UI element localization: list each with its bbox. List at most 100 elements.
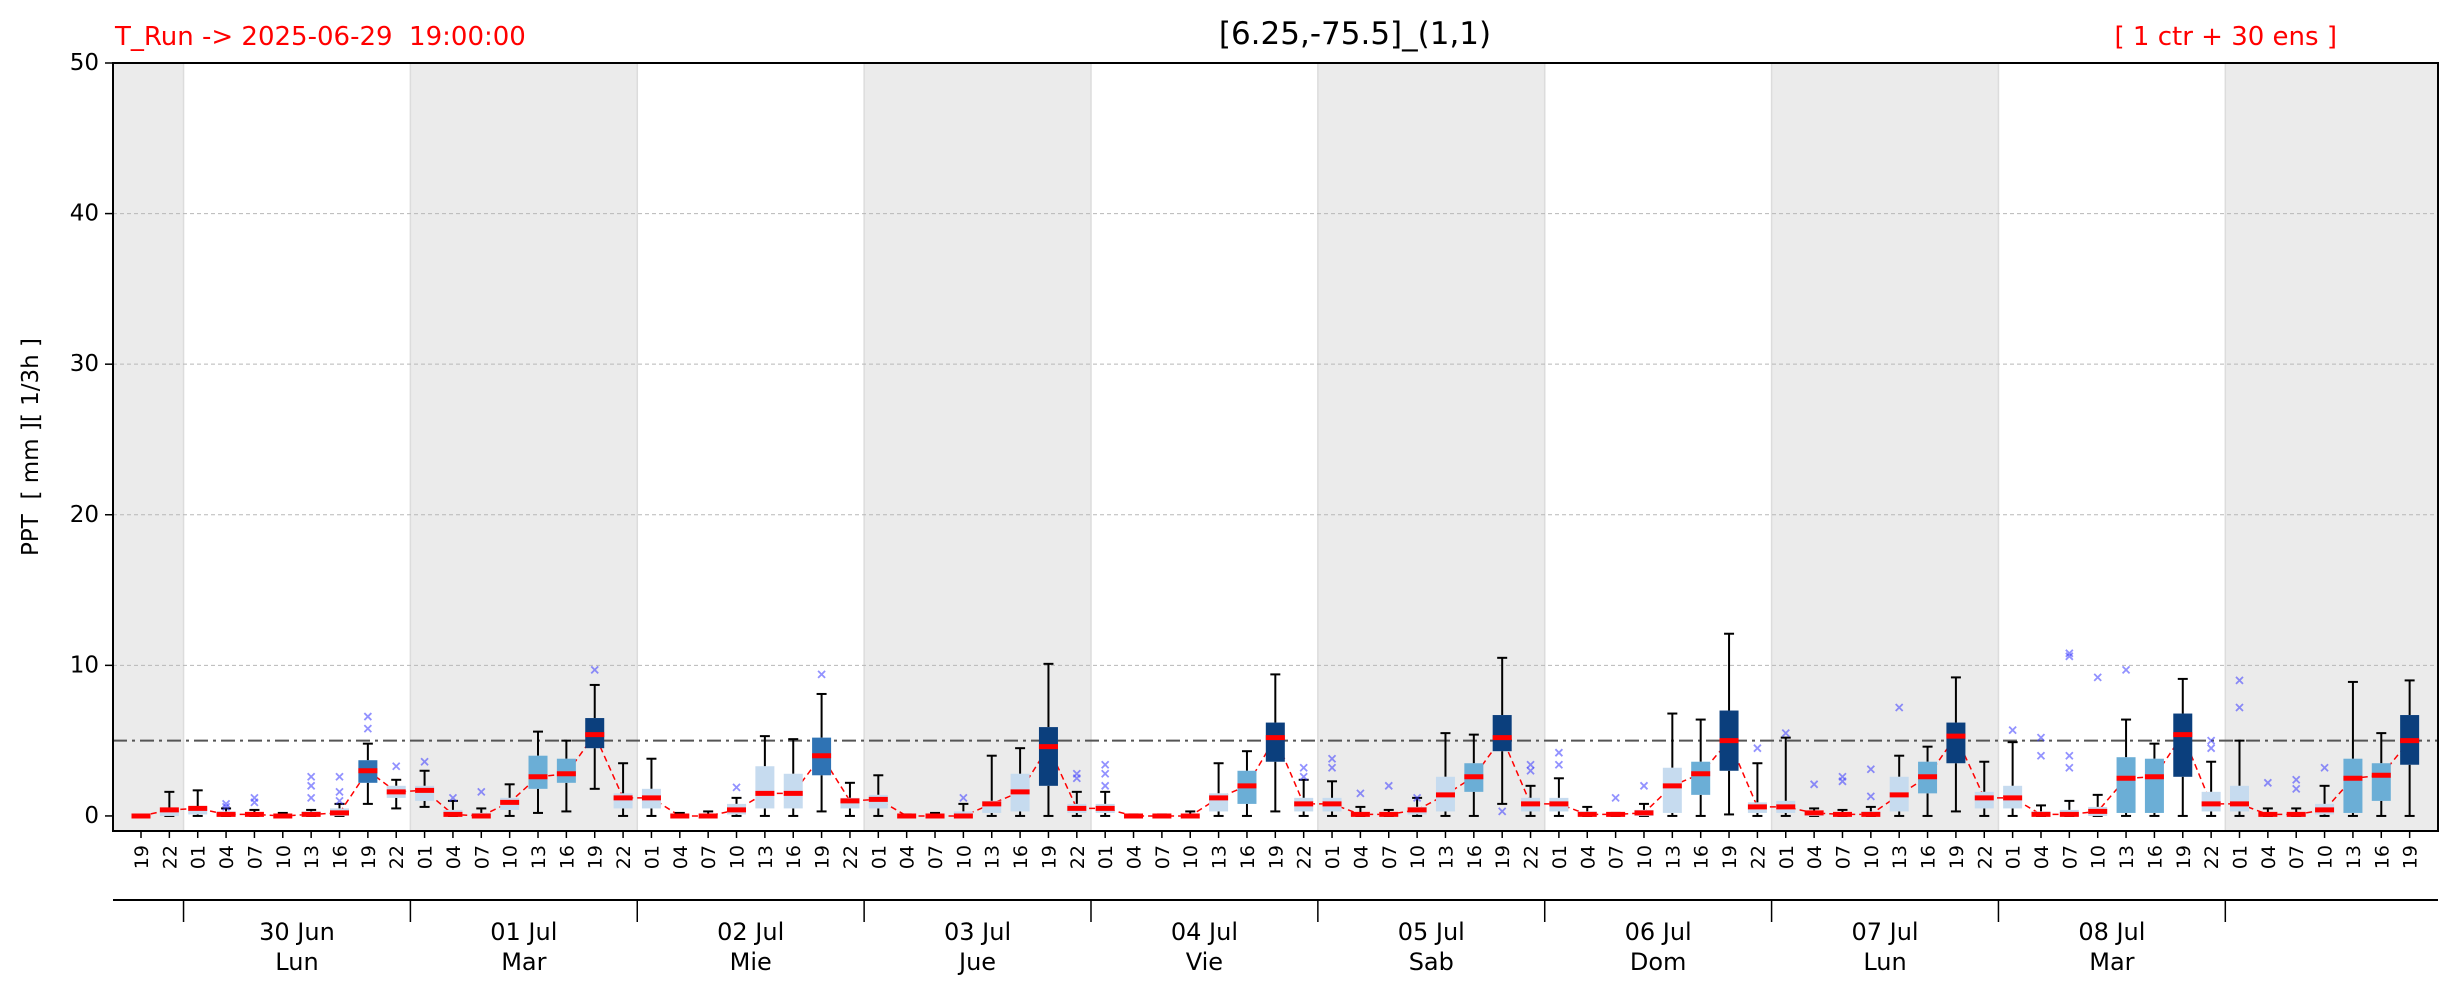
outlier bbox=[363, 724, 373, 733]
day-date: 06 Jul bbox=[1625, 918, 1692, 946]
outlier bbox=[1895, 703, 1904, 712]
box bbox=[2343, 758, 2363, 813]
x-tick-label: 16 bbox=[1464, 845, 1486, 869]
outlier bbox=[1101, 760, 1110, 769]
x-tick-label: 01 bbox=[415, 845, 437, 869]
night-shade bbox=[2225, 63, 2438, 831]
outlier bbox=[335, 796, 344, 806]
outlier bbox=[1356, 789, 1365, 798]
outlier bbox=[1299, 772, 1308, 781]
outlier bbox=[590, 665, 599, 675]
x-tick-label: 16 bbox=[1010, 845, 1032, 869]
x-tick-label: 16 bbox=[330, 845, 352, 869]
x-tick-label: 07 bbox=[1379, 845, 1401, 869]
x-tick-label: 13 bbox=[755, 845, 777, 869]
outlier bbox=[2093, 673, 2102, 682]
x-tick-label: 13 bbox=[1889, 845, 1911, 869]
outlier bbox=[1639, 781, 1649, 790]
x-tick-label: 22 bbox=[386, 845, 408, 869]
x-tick-label: 01 bbox=[1095, 845, 1117, 869]
outlier bbox=[2036, 751, 2046, 760]
day-weekday: Jue bbox=[957, 948, 996, 976]
box bbox=[1946, 722, 1966, 764]
x-tick-label: 22 bbox=[840, 845, 862, 869]
x-tick-label: 10 bbox=[273, 845, 295, 869]
x-tick-label: 19 bbox=[1492, 845, 1514, 869]
x-tick-label: 19 bbox=[2400, 845, 2422, 869]
day-date: 30 Jun bbox=[259, 918, 335, 946]
outlier bbox=[2207, 744, 2216, 753]
x-tick-label: 10 bbox=[727, 845, 749, 869]
x-tick-label: 13 bbox=[1209, 845, 1231, 869]
outlier bbox=[1866, 792, 1875, 801]
outlier bbox=[250, 798, 259, 807]
box bbox=[1038, 727, 1058, 786]
outlier bbox=[2320, 763, 2329, 772]
outlier bbox=[1526, 766, 1535, 775]
y-axis-label: PPT [ mm ][ 1/3h ] bbox=[18, 338, 44, 556]
x-tick-label: 16 bbox=[2144, 845, 2166, 869]
x-tick-label: 16 bbox=[783, 845, 805, 869]
x-tick-label: 19 bbox=[812, 845, 834, 869]
outlier bbox=[1554, 748, 1564, 757]
x-tick-label: 22 bbox=[1747, 845, 1769, 869]
x-tick-label: 10 bbox=[1180, 845, 1202, 869]
outlier bbox=[2235, 676, 2244, 685]
box bbox=[1662, 767, 1682, 813]
box bbox=[2144, 758, 2164, 813]
x-tick-label: 16 bbox=[1237, 845, 1259, 869]
outlier bbox=[2036, 733, 2046, 742]
day-weekday: Sab bbox=[1409, 948, 1454, 976]
y-tick-label: 0 bbox=[84, 803, 99, 829]
day-date: 01 Jul bbox=[490, 918, 557, 946]
y-tick-label: 50 bbox=[70, 50, 99, 76]
x-tick-label: 16 bbox=[2371, 845, 2393, 869]
run-annotation: T_Run -> 2025-06-29 19:00:00 bbox=[114, 22, 526, 52]
outlier bbox=[2008, 725, 2017, 735]
outlier bbox=[732, 783, 741, 792]
day-date: 03 Jul bbox=[944, 918, 1011, 946]
outlier bbox=[2235, 703, 2244, 712]
x-tick-label: 04 bbox=[897, 845, 919, 869]
day-date: 07 Jul bbox=[1851, 918, 1918, 946]
day-weekday: Vie bbox=[1186, 948, 1223, 976]
x-tick-label: 19 bbox=[585, 845, 607, 869]
outlier bbox=[477, 787, 486, 796]
outlier bbox=[420, 757, 429, 766]
x-tick-label: 22 bbox=[2201, 845, 2223, 869]
outlier bbox=[1412, 793, 1422, 803]
outlier bbox=[1611, 793, 1620, 803]
outlier bbox=[959, 793, 968, 803]
outlier bbox=[1809, 780, 1819, 789]
day-date: 02 Jul bbox=[717, 918, 784, 946]
x-tick-label: 01 bbox=[1776, 845, 1798, 869]
x-tick-label: 04 bbox=[1577, 845, 1599, 869]
day-weekday: Dom bbox=[1630, 948, 1687, 976]
outlier bbox=[221, 802, 231, 812]
day-weekday: Lun bbox=[275, 948, 318, 976]
x-tick-label: 22 bbox=[1294, 845, 1316, 869]
outlier bbox=[1384, 781, 1393, 790]
x-tick-label: 22 bbox=[1974, 845, 1996, 869]
night-shade bbox=[1771, 63, 1999, 831]
outlier bbox=[2292, 775, 2301, 784]
x-tick-label: 10 bbox=[1407, 845, 1429, 869]
x-tick-label: 13 bbox=[528, 845, 550, 869]
outlier bbox=[1554, 760, 1564, 769]
outlier bbox=[1866, 765, 1875, 774]
x-tick-label: 07 bbox=[2286, 845, 2308, 869]
day-date: 04 Jul bbox=[1171, 918, 1238, 946]
x-tick-label: 07 bbox=[244, 845, 266, 869]
day-weekday: Lun bbox=[1863, 948, 1906, 976]
x-tick-label: 04 bbox=[670, 845, 692, 869]
x-tick-label: 07 bbox=[925, 845, 947, 869]
outlier bbox=[2065, 649, 2074, 658]
box bbox=[2116, 757, 2136, 813]
plot-frame bbox=[112, 62, 2439, 832]
y-tick-label: 30 bbox=[70, 351, 99, 377]
x-tick-label: 19 bbox=[1265, 845, 1287, 869]
x-tick-label: 01 bbox=[2229, 845, 2251, 869]
x-tick-label: 13 bbox=[301, 845, 323, 869]
outlier bbox=[2263, 778, 2272, 787]
